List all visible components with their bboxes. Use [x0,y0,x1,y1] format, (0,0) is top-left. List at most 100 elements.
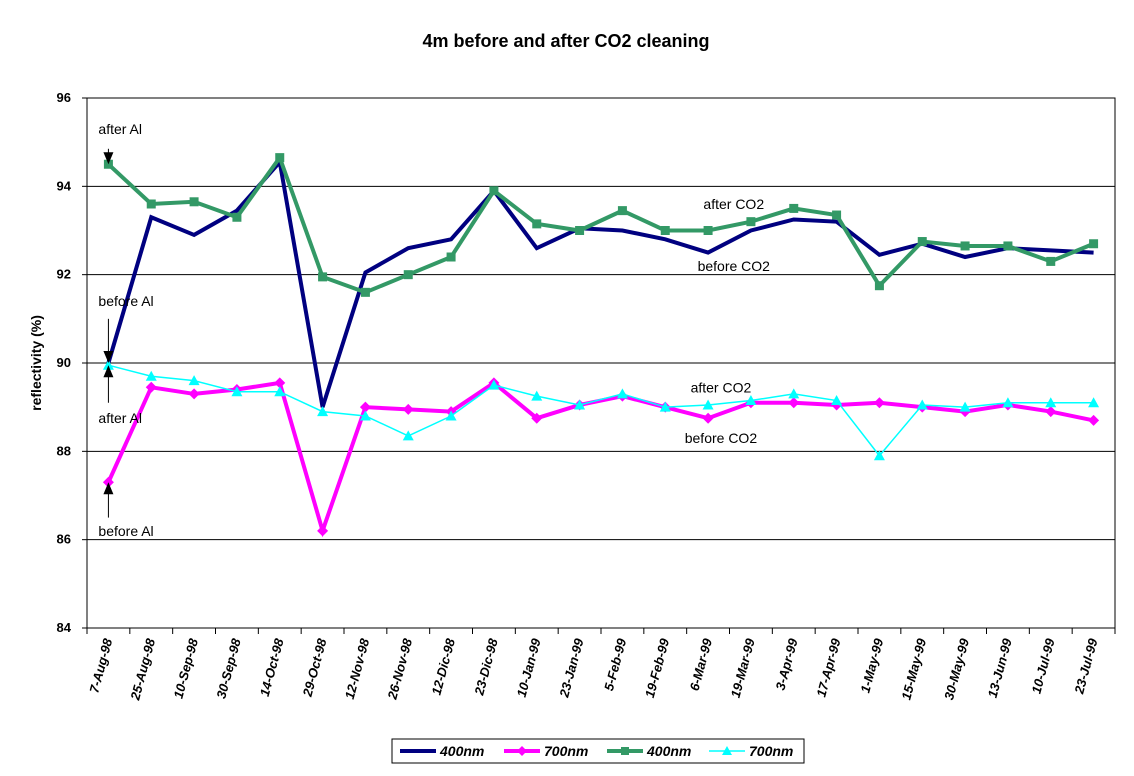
series-line [108,364,1094,457]
x-tick-label: 23-Jul-99 [1071,636,1101,696]
y-tick-label: 86 [57,532,71,547]
legend-label: 700nm [749,743,793,759]
gridlines [87,185,1115,541]
annotation-label: after Al [98,410,142,426]
data-point [275,153,285,163]
data-point [1002,397,1014,408]
x-tick-label: 6-Mar-99 [687,636,716,692]
data-point [832,210,842,220]
x-tick-label: 10-Jul-99 [1029,636,1058,695]
data-point [488,379,500,390]
y-tick-label: 94 [57,178,72,193]
data-point [788,388,800,399]
series-layer [102,153,1100,538]
y-tick-label: 84 [57,620,72,635]
annotation-arrowhead [103,365,114,378]
data-point [145,381,157,393]
data-point [445,410,457,421]
data-point [1045,397,1057,408]
x-tick-label: 7-Aug-98 [86,636,115,694]
data-point [1046,256,1056,266]
data-point [317,406,329,417]
legend-label: 700nm [544,743,588,759]
x-tick-label: 17-Apr-99 [813,636,843,699]
data-point [959,401,971,412]
data-point [1003,241,1013,251]
x-tick-label: 30-Sep-98 [213,636,244,700]
series-400nm-2 [103,153,1099,297]
data-point [146,199,156,209]
data-point [917,237,927,247]
data-point [873,397,885,409]
annotation-arrowhead [103,351,114,363]
data-point [960,241,970,251]
data-point [274,386,286,397]
data-point [1088,397,1100,408]
data-point [188,375,200,386]
annotation-label: after Al [98,121,142,137]
data-point [745,395,757,406]
x-tick-label: 15-May-99 [898,636,929,701]
x-tick-label: 29-Oct-98 [299,636,329,699]
data-point [1088,414,1100,426]
annotation-label: before CO2 [685,430,758,446]
data-point [746,217,756,227]
data-point [660,226,670,235]
data-point [402,430,414,441]
y-axis-label: reflectivity (%) [28,315,44,411]
y-axis-ticks: 84 86 88 90 92 94 96 [57,90,87,635]
data-point [274,377,286,389]
legend-marker [517,746,527,756]
annotation-label: before CO2 [698,258,771,274]
data-point [617,206,627,216]
legend-label: 400nm [439,743,484,759]
data-point [188,388,200,400]
legend-label: 400nm [646,743,691,759]
data-point [359,410,371,421]
data-point [1045,406,1057,418]
x-tick-label: 13-Jun-99 [985,636,1015,699]
annotation-label: after CO2 [691,379,752,395]
data-point [531,390,543,401]
x-tick-label: 25-Aug-98 [127,636,158,702]
y-tick-label: 96 [57,90,71,105]
series-line [106,157,1094,408]
y-tick-label: 92 [57,267,71,282]
data-point [788,397,800,409]
series-700nm-3 [102,359,1100,461]
x-tick-label: 10-Jan-99 [514,636,544,699]
x-tick-label: 19-Mar-99 [728,636,758,699]
data-point [1089,239,1099,249]
data-point [531,412,543,424]
x-axis-ticks: 7-Aug-98 25-Aug-98 10-Sep-98 30-Sep-98 14-Oc… [86,628,1116,702]
annotation-arrowhead [103,482,114,495]
annotation-label: before Al [98,523,153,539]
x-tick-label: 19-Feb-99 [642,636,672,699]
annotation-arrowhead [103,152,114,165]
data-point [189,197,199,207]
data-point [789,203,799,213]
data-point [489,186,499,196]
x-tick-label: 23-Jan-99 [556,636,586,700]
x-tick-label: 12-Nov-98 [342,636,373,701]
data-point [703,226,713,235]
data-point [446,252,456,262]
data-point [145,370,157,381]
data-point [360,287,370,297]
data-point [359,401,371,413]
series-400nm-0 [106,157,1094,408]
legend: 400nm 700nm 400nm 700nm [391,738,805,764]
x-tick-label: 12-Dic-98 [429,636,459,696]
data-point [232,212,242,222]
annotation-label: before Al [98,293,153,309]
data-point [403,270,413,280]
data-point [659,401,671,412]
data-point [831,395,843,406]
y-tick-label: 90 [57,355,71,370]
data-point [616,388,628,399]
y-tick-label: 88 [57,443,71,458]
x-tick-label: 1-May-99 [857,636,886,694]
data-point [873,450,885,461]
x-tick-label: 30-May-99 [941,636,972,701]
